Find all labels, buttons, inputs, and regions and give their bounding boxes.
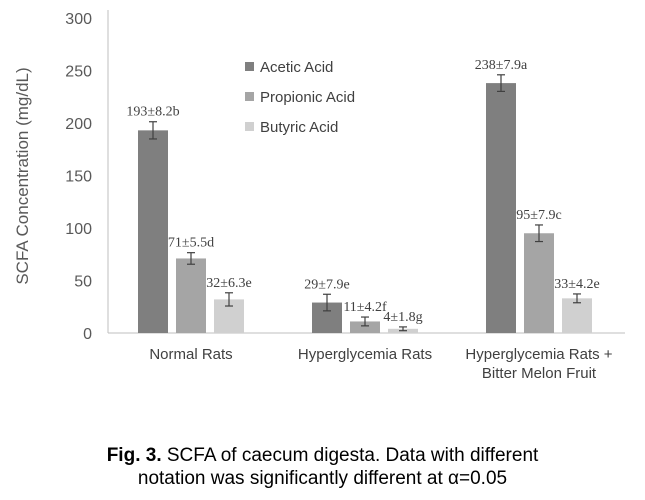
legend-label: Acetic Acid <box>260 59 333 76</box>
bar <box>176 258 206 333</box>
bar-chart: 0 50 100 150 200 250 300 SCFA Concentration (m… <box>13 10 625 382</box>
y-tick-label: 150 <box>65 169 92 186</box>
data-label: 11±4.2f <box>343 300 387 315</box>
error-bars <box>149 74 581 332</box>
data-label: 29±7.9e <box>304 277 349 292</box>
figure-caption: Fig. 3. SCFA of caecum digesta. Data wit… <box>0 444 645 490</box>
y-tick-label: 0 <box>83 326 92 343</box>
bar <box>350 321 380 333</box>
bar <box>524 233 554 333</box>
caption-line-2: notation was significantly different at … <box>137 468 508 489</box>
y-axis-label: SCFA Concentration (mg/dL) <box>13 67 32 284</box>
legend: Acetic Acid Propionic Acid Butyric Acid <box>245 59 355 136</box>
data-label: 193±8.2b <box>126 105 179 120</box>
y-tick-label: 100 <box>65 221 92 238</box>
data-label: 32±6.3e <box>206 276 251 291</box>
caption-prefix: Fig. 3. <box>106 445 162 466</box>
legend-swatch <box>245 122 254 131</box>
y-tick-label: 50 <box>74 274 92 291</box>
bars <box>138 83 592 333</box>
data-label: 71±5.5d <box>168 236 214 251</box>
legend-label: Butyric Acid <box>260 119 338 136</box>
category-label: Hyperglycemia Rats + <box>465 346 612 363</box>
data-label: 238±7.9a <box>475 58 528 73</box>
bar <box>486 83 516 333</box>
caption-line-1: SCFA of caecum digesta. Data with differ… <box>161 445 539 466</box>
bar <box>138 130 168 333</box>
data-label: 33±4.2e <box>554 277 599 292</box>
legend-swatch <box>245 92 254 101</box>
category-label: Hyperglycemia Rats <box>298 346 432 363</box>
category-label: Bitter Melon Fruit <box>482 365 597 382</box>
y-axis-ticks: 0 50 100 150 200 250 300 <box>65 11 92 343</box>
legend-label: Propionic Acid <box>260 89 355 106</box>
y-tick-label: 250 <box>65 64 92 81</box>
data-label: 95±7.9c <box>516 208 561 223</box>
data-label: 4±1.8g <box>383 310 422 325</box>
y-tick-label: 200 <box>65 116 92 133</box>
bar <box>562 298 592 333</box>
category-labels: Normal Rats Hyperglycemia Rats Hyperglycem… <box>149 346 612 382</box>
category-label: Normal Rats <box>149 346 232 363</box>
y-tick-label: 300 <box>65 11 92 28</box>
data-labels: 193±8.2b 29±7.9e 238±7.9a 71±5.5d 11±4.2f 95±… <box>126 58 599 325</box>
legend-swatch <box>245 62 254 71</box>
